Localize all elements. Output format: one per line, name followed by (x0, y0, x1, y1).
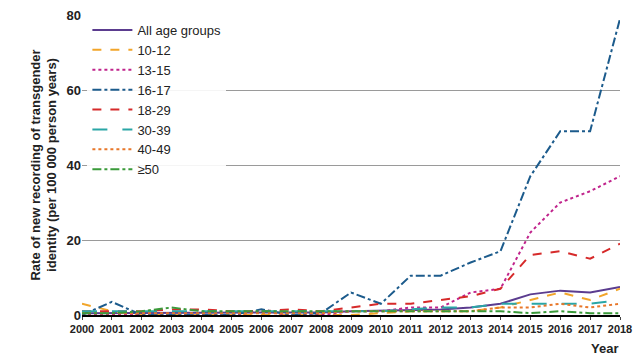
svg-text:40-49: 40-49 (137, 142, 170, 157)
svg-text:2016: 2016 (548, 323, 572, 335)
svg-text:2010: 2010 (369, 323, 393, 335)
svg-text:2011: 2011 (399, 323, 423, 335)
svg-text:2018: 2018 (608, 323, 632, 335)
svg-text:2001: 2001 (100, 323, 124, 335)
svg-text:Year: Year (591, 341, 618, 356)
svg-text:2007: 2007 (279, 323, 303, 335)
svg-text:2014: 2014 (488, 323, 513, 335)
svg-text:60: 60 (67, 83, 81, 98)
svg-text:2006: 2006 (249, 323, 273, 335)
svg-text:2004: 2004 (189, 323, 214, 335)
svg-text:Rate of new recording of trans: Rate of new recording of transgenderiden… (28, 49, 60, 280)
svg-text:2017: 2017 (578, 323, 602, 335)
svg-text:40: 40 (67, 158, 81, 173)
svg-text:2005: 2005 (219, 323, 243, 335)
svg-text:All age groups: All age groups (137, 23, 221, 38)
svg-text:2015: 2015 (518, 323, 542, 335)
svg-text:20: 20 (67, 233, 81, 248)
svg-text:2003: 2003 (159, 323, 183, 335)
svg-text:18-29: 18-29 (137, 103, 170, 118)
svg-text:2000: 2000 (70, 323, 94, 335)
svg-text:13-15: 13-15 (137, 63, 170, 78)
svg-text:2002: 2002 (130, 323, 154, 335)
svg-text:2008: 2008 (309, 323, 333, 335)
svg-text:30-39: 30-39 (137, 123, 170, 138)
svg-text:16-17: 16-17 (137, 83, 170, 98)
svg-text:2009: 2009 (339, 323, 363, 335)
svg-text:2013: 2013 (458, 323, 482, 335)
svg-text:10-12: 10-12 (137, 43, 170, 58)
svg-text:2012: 2012 (428, 323, 452, 335)
svg-text:0: 0 (74, 308, 81, 323)
svg-text:80: 80 (67, 8, 81, 23)
svg-text:≥50: ≥50 (137, 162, 159, 177)
